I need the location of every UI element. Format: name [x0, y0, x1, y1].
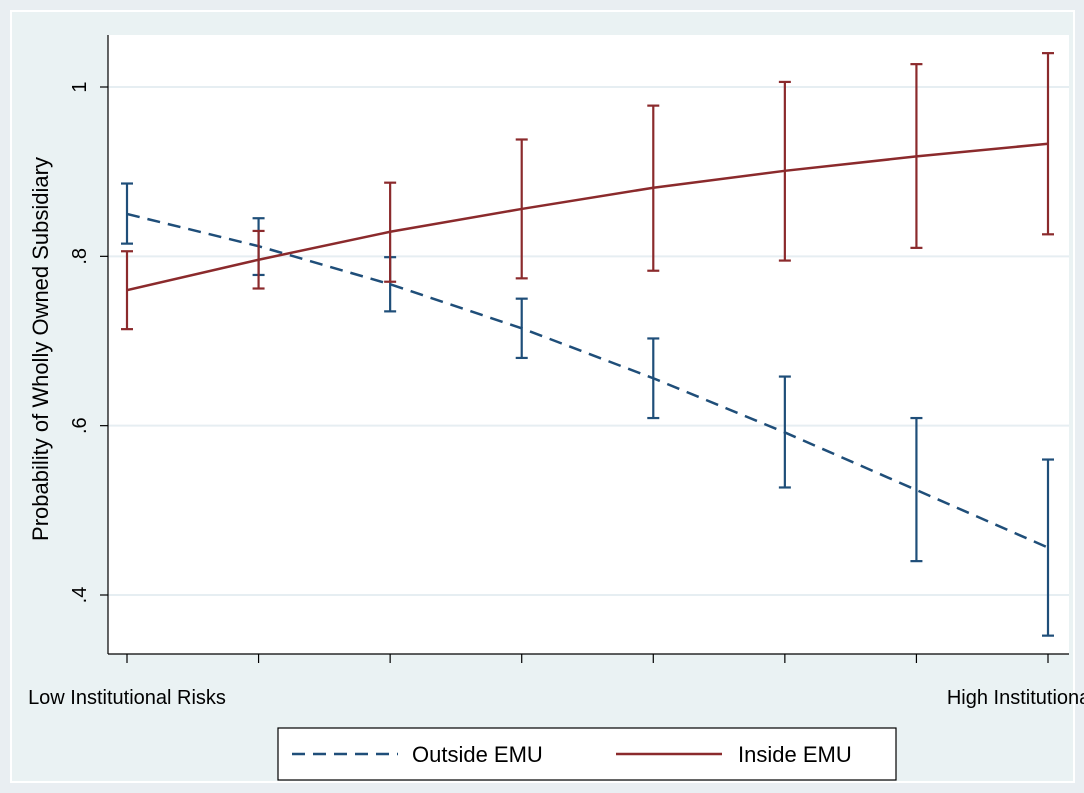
- y-tick-label: .8: [69, 248, 91, 265]
- series-2: [121, 52, 1054, 331]
- gridlines: [108, 86, 1069, 596]
- y-tick-label: 1: [69, 81, 91, 92]
- x-tick-label: High Institutional Risks: [947, 687, 1084, 709]
- series-line: [126, 212, 1049, 549]
- x-axis: Low Institutional Risks High Institutiona…: [28, 654, 1084, 709]
- y-axis-title: Probability of Wholly Owned Subsidiary: [28, 157, 53, 541]
- series-group: [121, 52, 1054, 637]
- legend: Outside EMU Inside EMU: [277, 727, 897, 781]
- plot-area: [108, 35, 1069, 654]
- y-axis: .4 .6 .8 1: [69, 81, 108, 603]
- legend-label: Outside EMU: [412, 742, 543, 767]
- series-line: [126, 142, 1049, 292]
- x-tick-label: Low Institutional Risks: [28, 687, 226, 709]
- y-tick-label: .4: [69, 587, 91, 604]
- legend-label: Inside EMU: [738, 742, 852, 767]
- y-tick-label: .6: [69, 417, 91, 434]
